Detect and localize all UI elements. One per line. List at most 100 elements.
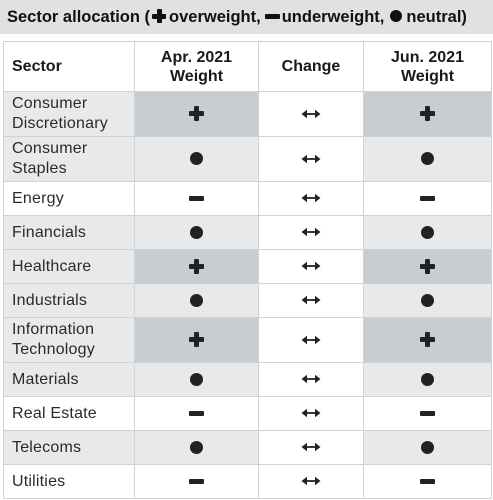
sector-name-line1: Financials (12, 223, 87, 241)
title-overweight: overweight, (169, 7, 261, 26)
plus-icon (189, 106, 204, 122)
change-cell (258, 396, 364, 431)
sector-name-line2: Discretionary (12, 115, 108, 132)
change-cell (258, 430, 364, 465)
jun-weight-cell (363, 362, 492, 397)
table-row: Consumer Discretionary (3, 91, 492, 137)
jun-weight-cell (363, 283, 492, 318)
apr-weight-cell (134, 430, 259, 465)
double-arrow-icon (301, 108, 321, 120)
table-row: Industrials (3, 283, 492, 318)
sector-name-line1: Materials (12, 370, 79, 388)
jun-weight-cell (363, 181, 492, 216)
change-cell (258, 181, 364, 216)
jun-weight-cell (363, 136, 492, 182)
dot-icon (190, 225, 203, 239)
jun-weight-cell (363, 396, 492, 431)
sector-name-line1: Telecoms (12, 438, 82, 456)
title-prefix: Sector allocation ( (7, 7, 151, 26)
apr-weight-cell (134, 249, 259, 284)
dot-icon (390, 10, 403, 22)
double-arrow-icon (301, 334, 321, 346)
sector-name: Energy (3, 181, 135, 216)
table-title: Sector allocation ( overweight, underwei… (0, 0, 493, 34)
sector-name: Healthcare (3, 249, 135, 284)
sector-name: Consumer Staples (3, 136, 135, 182)
header-jun-line1: Jun. 2021 (391, 48, 464, 66)
table-row: Utilities (3, 464, 492, 499)
minus-icon (189, 478, 204, 484)
sector-name-line1: Real Estate (12, 404, 97, 422)
dot-icon (421, 372, 434, 386)
sector-name: Materials (3, 362, 135, 397)
jun-weight-cell (363, 91, 492, 137)
header-apr-weight: Apr. 2021 Weight (134, 41, 259, 92)
plus-icon (152, 9, 167, 23)
apr-weight-cell (134, 215, 259, 250)
sector-name-line1: Consumer (12, 95, 88, 112)
double-arrow-icon (301, 373, 321, 385)
table-row: Energy (3, 181, 492, 216)
double-arrow-icon (301, 226, 321, 238)
sector-name: Financials (3, 215, 135, 250)
sector-name: Real Estate (3, 396, 135, 431)
minus-icon (420, 195, 435, 201)
change-cell (258, 91, 364, 137)
sector-name: Utilities (3, 464, 135, 499)
table-row: Telecoms (3, 430, 492, 465)
sector-name-line1: Utilities (12, 472, 66, 490)
table-row: Healthcare (3, 249, 492, 284)
apr-weight-cell (134, 283, 259, 318)
double-arrow-icon (301, 192, 321, 204)
change-cell (258, 464, 364, 499)
apr-weight-cell (134, 136, 259, 182)
sector-name-line2: Staples (12, 160, 67, 177)
plus-icon (420, 106, 435, 122)
dot-icon (421, 152, 434, 166)
header-jun-line2: Weight (400, 67, 455, 85)
double-arrow-icon (301, 153, 321, 165)
apr-weight-cell (134, 396, 259, 431)
jun-weight-cell (363, 464, 492, 499)
change-cell (258, 215, 364, 250)
table-row: Financials (3, 215, 492, 250)
minus-icon (420, 478, 435, 484)
double-arrow-icon (301, 294, 321, 306)
change-cell (258, 317, 364, 363)
dot-icon (421, 225, 434, 239)
double-arrow-icon (301, 441, 321, 453)
plus-icon (189, 258, 204, 274)
apr-weight-cell (134, 362, 259, 397)
minus-icon (420, 410, 435, 416)
change-cell (258, 362, 364, 397)
table-row: Consumer Staples (3, 136, 492, 182)
double-arrow-icon (301, 475, 321, 487)
table-row: Information Technology (3, 317, 492, 363)
sector-name: Industrials (3, 283, 135, 318)
title-underweight: underweight, (281, 7, 385, 26)
sector-name-line2: Technology (12, 341, 95, 358)
plus-icon (420, 332, 435, 348)
sector-name-line1: Consumer (12, 140, 88, 157)
dot-icon (190, 440, 203, 454)
table-row: Real Estate (3, 396, 492, 431)
header-apr-line1: Apr. 2021 (160, 48, 233, 66)
dot-icon (421, 293, 434, 307)
jun-weight-cell (363, 215, 492, 250)
header-change: Change (258, 41, 364, 92)
minus-icon (189, 195, 204, 201)
apr-weight-cell (134, 464, 259, 499)
dot-icon (421, 440, 434, 454)
header-sector: Sector (3, 41, 135, 92)
table-row: Materials (3, 362, 492, 397)
header-jun-weight: Jun. 2021 Weight (363, 41, 492, 92)
jun-weight-cell (363, 430, 492, 465)
plus-icon (420, 258, 435, 274)
title-neutral: neutral) (406, 7, 467, 26)
sector-allocation-table: Sector Apr. 2021 Weight Change Jun. 2021… (3, 41, 492, 499)
sector-name-line1: Energy (12, 189, 64, 207)
plus-icon (189, 332, 204, 348)
double-arrow-icon (301, 260, 321, 272)
sector-name-line1: Information (12, 321, 95, 338)
jun-weight-cell (363, 249, 492, 284)
